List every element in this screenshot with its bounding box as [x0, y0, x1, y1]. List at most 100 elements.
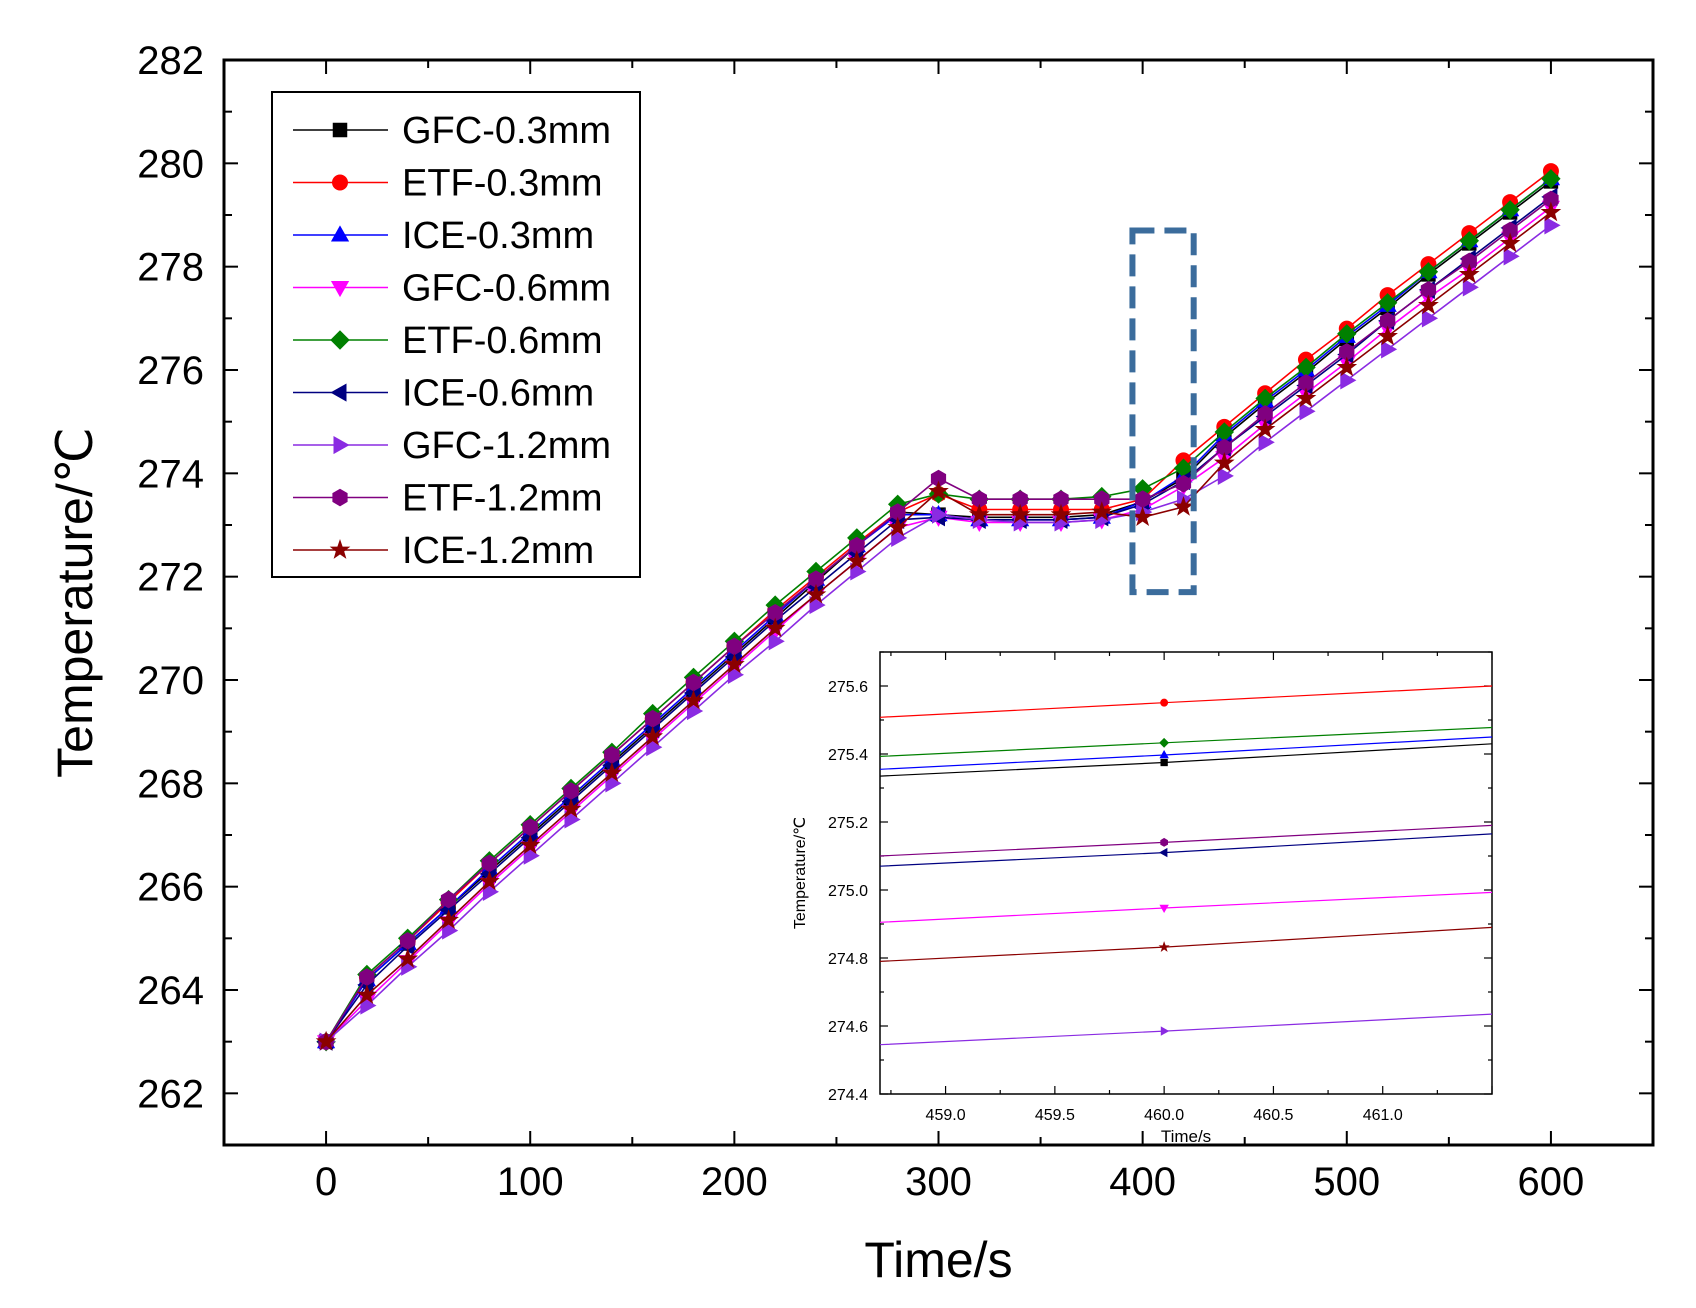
x-axis-label: Time/s — [864, 1232, 1012, 1288]
y-tick-label: 270 — [137, 659, 204, 703]
data-point — [1213, 452, 1235, 472]
data-point — [356, 984, 378, 1005]
legend-marker — [330, 383, 347, 402]
data-point — [1135, 490, 1151, 508]
data-point — [1540, 201, 1562, 222]
inset-x-axis-label: Time/s — [1161, 1127, 1211, 1146]
legend-marker — [330, 281, 350, 298]
y-tick-label: 280 — [137, 142, 204, 186]
data-point — [646, 738, 663, 757]
data-point — [1459, 231, 1480, 251]
legend-label: ICE-1.2mm — [402, 530, 594, 572]
legend-label: ETF-1.2mm — [402, 478, 603, 520]
data-point — [891, 528, 908, 548]
data-point — [1258, 433, 1275, 452]
data-point — [1217, 466, 1234, 486]
data-point — [481, 854, 497, 873]
data-point — [479, 870, 500, 891]
inset-series-ETF-0.6mm — [879, 726, 1493, 757]
x-tick-label: 0 — [315, 1160, 337, 1204]
data-point — [442, 921, 459, 940]
inset-data-point — [1160, 758, 1168, 767]
inset-data-point — [1159, 847, 1168, 858]
data-point — [523, 846, 540, 865]
inset-y-tick-label: 275.6 — [828, 679, 868, 696]
inset-series-GFC-0.6mm — [879, 891, 1493, 923]
data-point — [932, 505, 949, 524]
inset-y-axis-label: Temperature/℃ — [792, 817, 809, 929]
data-point — [522, 818, 538, 837]
data-point — [564, 810, 581, 829]
legend-marker — [332, 122, 348, 138]
data-point — [805, 583, 827, 604]
legend-label: ICE-0.6mm — [402, 373, 594, 415]
x-tick-label: 100 — [497, 1160, 564, 1204]
legend-label: GFC-0.3mm — [402, 110, 611, 152]
data-point — [604, 746, 620, 764]
data-point — [1336, 356, 1358, 377]
inset-data-point — [1159, 737, 1170, 748]
inset-series-ICE-1.2mm — [879, 926, 1493, 962]
data-point — [1499, 232, 1521, 253]
inset-series-ICE-0.6mm — [879, 833, 1493, 867]
data-point — [1337, 324, 1357, 344]
y-tick-label: 266 — [137, 866, 204, 910]
data-point — [1544, 216, 1561, 235]
data-point — [438, 909, 459, 930]
inset-data-point — [1159, 904, 1169, 914]
data-point — [645, 709, 661, 728]
data-point — [1418, 294, 1439, 315]
legend-item: GFC-0.3mm — [293, 110, 611, 152]
data-point — [1132, 506, 1154, 527]
series-ICE-1.2mm — [315, 201, 1562, 1051]
data-point — [315, 1030, 337, 1051]
data-point — [1340, 371, 1357, 390]
data-point — [1175, 474, 1192, 493]
inset-series-GFC-1.2mm — [879, 1013, 1493, 1046]
inset-data-point — [1158, 941, 1170, 952]
data-point — [723, 653, 745, 674]
legend-item: ETF-0.3mm — [293, 163, 603, 205]
x-tick-label: 300 — [905, 1160, 972, 1204]
data-point — [1458, 263, 1480, 284]
data-point — [359, 968, 375, 986]
data-point — [397, 948, 419, 968]
data-point — [1377, 293, 1398, 313]
data-point — [519, 834, 541, 855]
legend-item: GFC-0.6mm — [293, 268, 611, 310]
legend-item: ETF-0.6mm — [293, 320, 603, 362]
data-point — [560, 798, 582, 819]
inset-data-point — [1160, 1026, 1170, 1036]
data-point — [482, 882, 500, 901]
data-point — [1503, 247, 1520, 266]
legend-label: ETF-0.6mm — [402, 320, 603, 362]
inset-data-point — [1160, 837, 1168, 847]
inset-x-tick-label: 460.0 — [1144, 1107, 1184, 1124]
data-point — [1254, 418, 1276, 439]
data-point — [928, 480, 949, 501]
legend-marker — [332, 488, 348, 507]
data-point — [887, 516, 909, 537]
inset-y-tick-label: 274.4 — [828, 1087, 868, 1104]
data-point — [1377, 325, 1398, 346]
legend-item: ICE-1.2mm — [293, 530, 594, 572]
data-point — [1541, 169, 1561, 189]
main-plot: 0 100 200 300 400 500 600 262 264 266 268 270 272 274… — [47, 39, 1655, 1288]
data-point — [1462, 278, 1479, 297]
data-point — [360, 996, 377, 1015]
data-point — [605, 774, 622, 793]
data-point — [1050, 503, 1072, 524]
legend-label: ETF-0.3mm — [402, 163, 603, 205]
legend-marker — [329, 539, 351, 559]
data-point — [768, 632, 785, 651]
data-point — [1421, 309, 1439, 328]
data-point — [440, 890, 457, 909]
y-tick-label: 264 — [137, 969, 204, 1013]
inset-x-tick-label: 459.0 — [926, 1107, 966, 1124]
data-point — [726, 637, 742, 656]
data-point — [685, 673, 702, 692]
data-point — [846, 550, 868, 571]
inset-x-tick-label: 460.5 — [1253, 1107, 1293, 1124]
y-axis-label: Temperature/℃ — [47, 427, 103, 778]
